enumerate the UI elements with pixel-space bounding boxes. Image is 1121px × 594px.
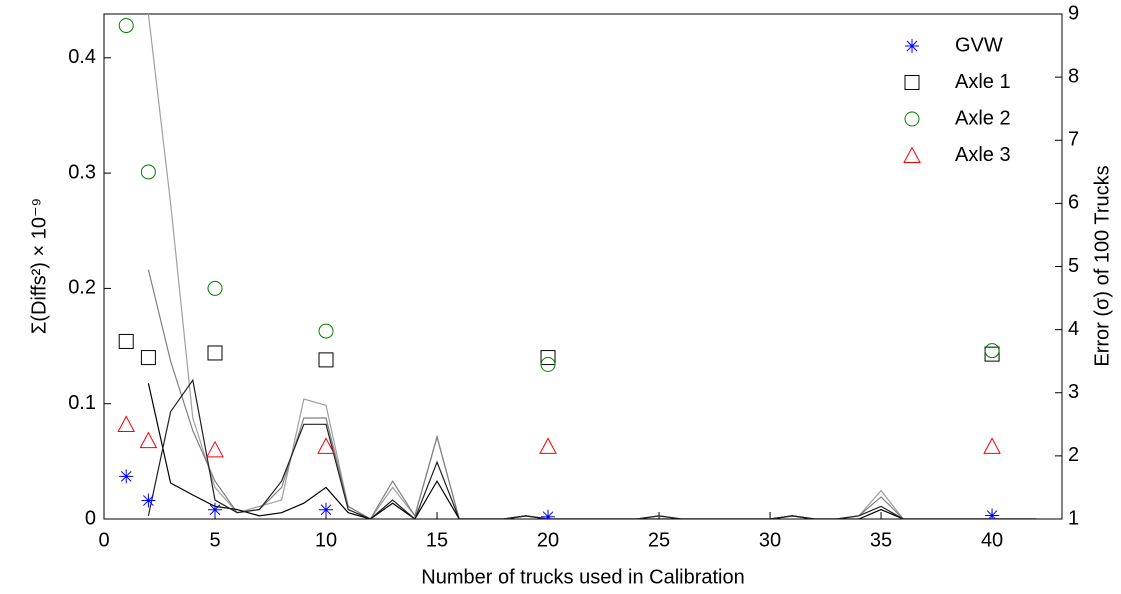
marker-triangle <box>539 437 557 454</box>
marker-circle <box>207 280 223 296</box>
legend-label: Axle 1 <box>955 71 1011 93</box>
y2-tick-label: 2 <box>1068 444 1079 466</box>
y-tick-label: 0 <box>85 507 96 529</box>
x-tick-label: 30 <box>759 529 781 551</box>
marker-asterisk <box>141 493 156 508</box>
marker-asterisk <box>905 39 919 53</box>
marker-square <box>140 350 156 366</box>
marker-circle <box>118 18 134 34</box>
legend-label: GVW <box>955 34 1003 56</box>
y2-tick-label: 5 <box>1068 255 1079 277</box>
marker-asterisk <box>985 508 1000 519</box>
marker-square <box>207 345 223 361</box>
marker-triangle <box>903 146 921 163</box>
marker-square <box>540 350 556 366</box>
legend-label: Axle 2 <box>955 107 1011 129</box>
x-tick-label: 35 <box>870 529 892 551</box>
x-tick-label: 15 <box>426 529 448 551</box>
marker-square <box>118 333 134 349</box>
error-line <box>147 14 1037 519</box>
y-tick-label: 0.3 <box>68 161 96 183</box>
x-axis-label: Number of trucks used in Calibration <box>421 566 744 588</box>
y2-tick-label: 1 <box>1068 507 1079 529</box>
marker-square <box>904 75 920 90</box>
plot-area <box>117 14 1037 519</box>
y2-axis-label: Error (σ) of 100 Trucks <box>1091 165 1113 366</box>
y2-tick-label: 8 <box>1068 65 1079 87</box>
marker-triangle <box>317 437 335 454</box>
y-tick-label: 0.4 <box>68 46 96 68</box>
marker-asterisk <box>319 502 334 517</box>
marker-square <box>318 352 334 368</box>
legend-label: Axle 3 <box>955 144 1011 166</box>
marker-circle <box>140 164 156 180</box>
marker-asterisk <box>208 502 223 517</box>
marker-circle <box>318 323 334 339</box>
x-tick-label: 0 <box>98 529 109 551</box>
marker-triangle <box>117 415 136 432</box>
x-tick-label: 10 <box>315 529 337 551</box>
y2-tick-label: 4 <box>1068 318 1079 340</box>
error-line <box>147 269 1037 519</box>
y2-tick-label: 9 <box>1068 2 1079 24</box>
y2-tick-label: 3 <box>1068 381 1079 403</box>
y-tick-label: 0.2 <box>68 277 96 299</box>
marker-triangle <box>139 431 158 449</box>
x-tick-label: 20 <box>537 529 559 551</box>
marker-square <box>984 346 1000 362</box>
x-tick-label: 5 <box>209 529 220 551</box>
error-line <box>147 383 1037 519</box>
marker-circle <box>904 111 920 127</box>
marker-circle <box>540 357 556 373</box>
y2-tick-label: 6 <box>1068 192 1079 214</box>
marker-asterisk <box>119 469 134 484</box>
marker-circle <box>984 343 1000 359</box>
y-axis-label: Σ(Diffs²) × 10⁻⁹ <box>28 198 50 334</box>
x-tick-label: 40 <box>981 529 1003 551</box>
y2-tick-label: 7 <box>1068 129 1079 151</box>
error-line <box>147 378 1037 519</box>
marker-triangle <box>983 437 1001 454</box>
y-tick-label: 0.1 <box>68 392 96 414</box>
x-tick-label: 25 <box>648 529 670 551</box>
marker-triangle <box>206 440 224 458</box>
marker-asterisk <box>541 509 556 519</box>
